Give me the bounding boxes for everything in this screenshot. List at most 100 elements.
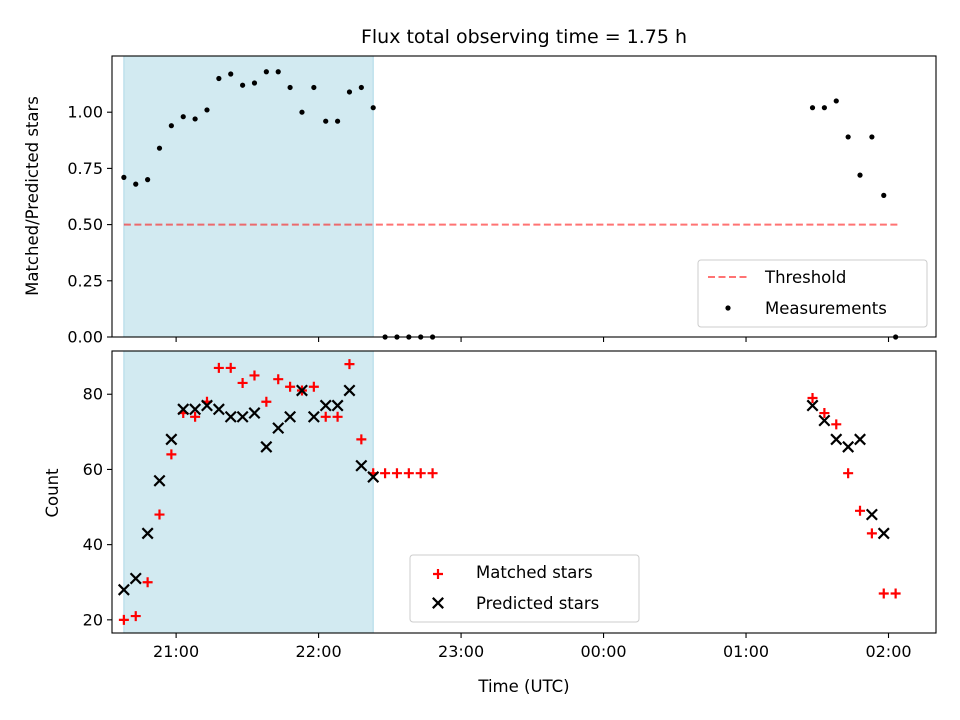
- data-point: [189, 403, 202, 416]
- series-matched-stars: [118, 359, 901, 625]
- data-point: [831, 419, 842, 430]
- data-point: [865, 508, 878, 521]
- data-point: [118, 614, 129, 625]
- data-point: [133, 181, 139, 187]
- data-point: [427, 468, 438, 479]
- data-point: [356, 434, 367, 445]
- data-point: [415, 468, 426, 479]
- legend-measurements-label: Measurements: [765, 299, 887, 318]
- plot-frame: [111, 55, 937, 338]
- data-point: [819, 408, 830, 419]
- legend-matched-label: Matched stars: [476, 563, 593, 582]
- chart-title: Flux total observing time = 1.75 h: [361, 26, 687, 48]
- data-point: [201, 399, 213, 412]
- data-point: [818, 414, 831, 427]
- data-point: [842, 440, 855, 453]
- data-point: [168, 123, 174, 129]
- y-tick-label: 0.25: [67, 271, 103, 290]
- data-point: [307, 410, 320, 423]
- legend-predicted-swatch: [432, 597, 444, 609]
- data-point: [332, 411, 343, 422]
- data-point: [878, 588, 889, 599]
- data-point: [830, 433, 843, 446]
- plot-frame: [111, 350, 937, 634]
- data-point: [154, 509, 165, 520]
- data-point: [319, 399, 332, 412]
- data-point: [334, 118, 341, 124]
- data-point: [380, 468, 391, 479]
- data-point: [881, 192, 887, 198]
- x-tick-label: 01:00: [723, 642, 769, 661]
- data-point: [165, 433, 178, 446]
- x-tick-label: 00:00: [580, 642, 626, 661]
- x-axis-label: Time (UTC): [477, 677, 569, 696]
- data-point: [177, 403, 190, 416]
- top-y-axis-label: Matched/Predicted stars: [23, 96, 42, 296]
- data-point: [311, 84, 317, 91]
- y-tick-label: 0.50: [67, 215, 103, 234]
- data-point: [866, 528, 877, 539]
- x-tick-label: 21:00: [153, 642, 199, 661]
- data-point: [190, 411, 201, 422]
- top-plot-area: 0.00 0.25 0.50 0.75 1.00: [67, 55, 937, 347]
- data-point: [251, 80, 258, 86]
- bottom-y-axis-label: Count: [43, 468, 62, 518]
- data-point: [854, 433, 866, 446]
- data-point: [272, 422, 285, 435]
- y-tick-label: 40: [83, 535, 103, 554]
- data-point: [213, 362, 224, 373]
- data-point: [273, 374, 284, 385]
- data-point: [121, 174, 127, 180]
- y-tick-label: 0.75: [67, 159, 103, 178]
- y-tick-label: 20: [83, 610, 103, 629]
- data-point: [145, 177, 151, 183]
- data-point: [275, 69, 281, 75]
- x-tick-label: 22:00: [296, 642, 342, 661]
- data-point: [857, 172, 863, 178]
- data-point: [843, 468, 854, 479]
- data-point: [355, 459, 368, 472]
- data-point: [204, 107, 210, 113]
- shaded-interval: [123, 350, 374, 634]
- top-panel: Flux total observing time = 1.75 h Match…: [23, 26, 937, 347]
- data-point: [236, 410, 249, 423]
- data-point: [166, 449, 177, 460]
- data-point: [877, 527, 890, 540]
- data-point: [261, 396, 272, 407]
- series-measurements: [121, 69, 899, 340]
- data-point: [833, 98, 839, 104]
- data-point: [260, 440, 273, 453]
- x-tick-label: 02:00: [865, 642, 911, 661]
- bottom-plot-area: 20 40 60 80 21:00 22:00 23:00 00:00 01:00 02:00: [83, 350, 937, 661]
- y-tick-label: 0.00: [67, 328, 103, 347]
- data-point: [346, 89, 353, 95]
- shaded-interval: [123, 55, 374, 338]
- top-legend: Threshold Measurements: [697, 259, 928, 328]
- data-point: [240, 82, 246, 88]
- data-point: [299, 109, 305, 115]
- data-point: [809, 105, 816, 111]
- bottom-panel: Count Time (UTC) 20 40 60 80 21:00 22:00 23:00…: [43, 350, 937, 696]
- data-point: [228, 71, 234, 77]
- data-point: [284, 410, 297, 423]
- data-point: [890, 588, 901, 599]
- data-point: [331, 399, 344, 412]
- data-point: [344, 359, 355, 370]
- data-point: [225, 362, 236, 373]
- data-point: [287, 84, 293, 91]
- data-point: [343, 384, 356, 397]
- legend-predicted-label: Predicted stars: [476, 594, 599, 613]
- data-point: [807, 393, 818, 403]
- data-point: [156, 145, 163, 151]
- data-point: [370, 105, 376, 111]
- series-predicted-stars: [117, 384, 890, 596]
- data-point: [117, 583, 130, 596]
- data-point: [308, 381, 319, 392]
- data-point: [869, 134, 875, 140]
- data-point: [237, 377, 248, 388]
- data-point: [130, 611, 141, 622]
- data-point: [821, 105, 827, 111]
- y-tick-label: 60: [83, 460, 103, 479]
- data-point: [855, 505, 866, 516]
